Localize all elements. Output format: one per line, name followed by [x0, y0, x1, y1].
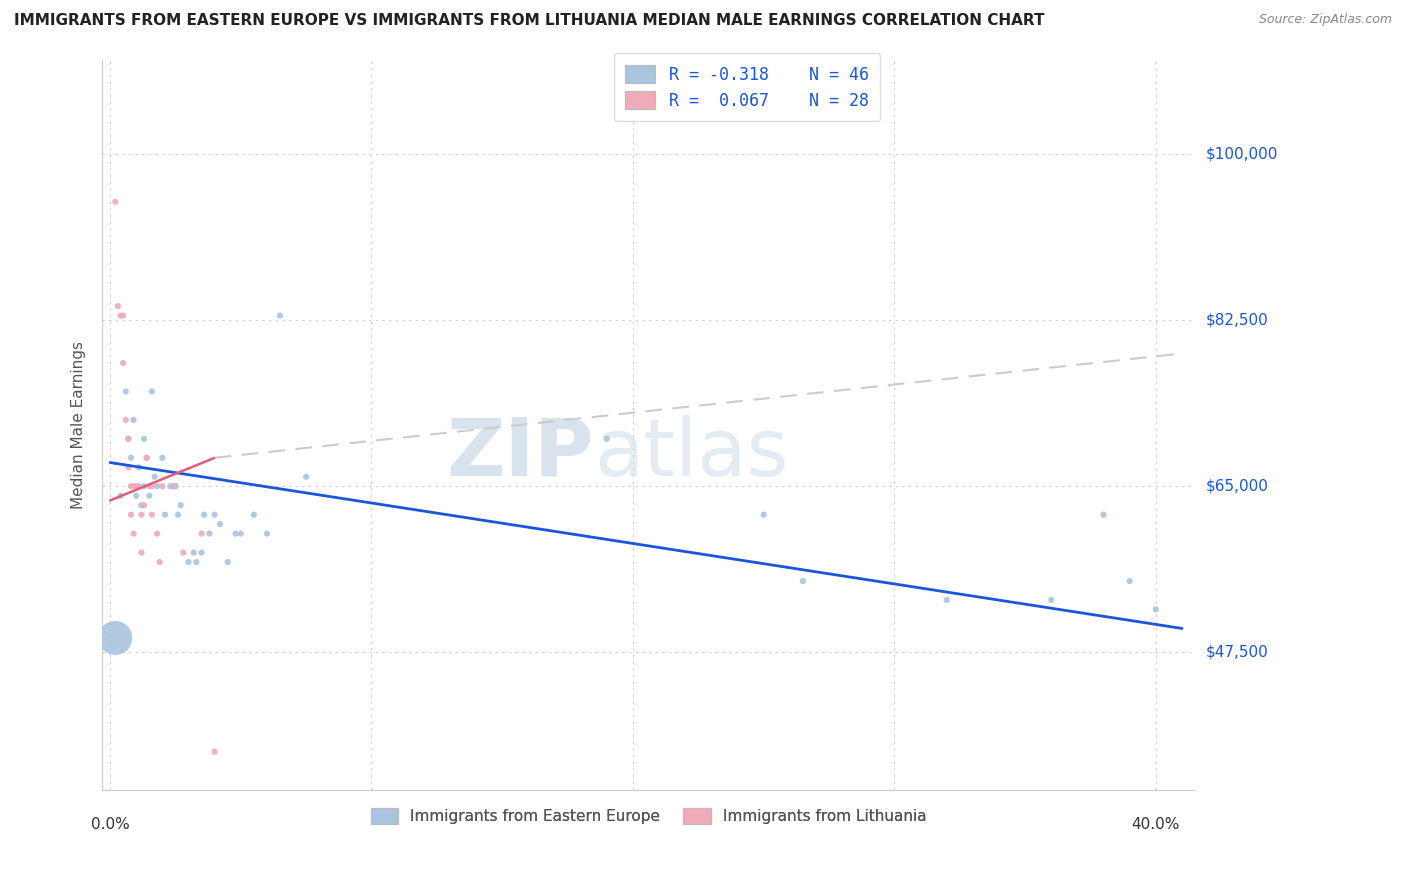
- Point: [117, 460, 139, 475]
- Point: [104, 631, 127, 645]
- Point: [117, 432, 139, 446]
- Text: ZIP: ZIP: [447, 415, 593, 492]
- Point: [132, 498, 155, 512]
- Point: [120, 450, 142, 465]
- Point: [596, 432, 619, 446]
- Point: [217, 555, 239, 569]
- Point: [229, 526, 252, 541]
- Point: [177, 555, 200, 569]
- Point: [128, 479, 150, 493]
- Point: [122, 479, 145, 493]
- Point: [243, 508, 266, 522]
- Point: [159, 479, 181, 493]
- Text: 40.0%: 40.0%: [1132, 817, 1180, 832]
- Point: [153, 508, 176, 522]
- Text: $100,000: $100,000: [1206, 147, 1278, 162]
- Point: [141, 384, 163, 399]
- Point: [1144, 602, 1167, 616]
- Point: [792, 574, 814, 588]
- Y-axis label: Median Male Earnings: Median Male Earnings: [72, 341, 86, 508]
- Point: [132, 432, 155, 446]
- Point: [128, 460, 150, 475]
- Point: [225, 526, 247, 541]
- Point: [198, 526, 221, 541]
- Point: [190, 546, 212, 560]
- Point: [269, 309, 291, 323]
- Point: [135, 450, 157, 465]
- Point: [107, 299, 129, 313]
- Point: [186, 555, 208, 569]
- Point: [146, 526, 169, 541]
- Point: [112, 309, 135, 323]
- Point: [190, 526, 212, 541]
- Text: 0.0%: 0.0%: [90, 817, 129, 832]
- Text: IMMIGRANTS FROM EASTERN EUROPE VS IMMIGRANTS FROM LITHUANIA MEDIAN MALE EARNINGS: IMMIGRANTS FROM EASTERN EUROPE VS IMMIGR…: [14, 13, 1045, 29]
- Point: [132, 479, 155, 493]
- Point: [120, 508, 142, 522]
- Point: [172, 546, 194, 560]
- Point: [165, 479, 187, 493]
- Point: [204, 508, 226, 522]
- Point: [138, 479, 160, 493]
- Text: atlas: atlas: [593, 415, 789, 492]
- Text: $82,500: $82,500: [1206, 313, 1268, 328]
- Point: [143, 469, 166, 483]
- Point: [149, 555, 172, 569]
- Point: [295, 469, 318, 483]
- Point: [125, 489, 148, 503]
- Point: [122, 413, 145, 427]
- Point: [141, 479, 163, 493]
- Point: [122, 526, 145, 541]
- Point: [1118, 574, 1140, 588]
- Point: [110, 309, 132, 323]
- Point: [114, 413, 136, 427]
- Text: $65,000: $65,000: [1206, 479, 1270, 494]
- Point: [169, 498, 191, 512]
- Point: [117, 432, 139, 446]
- Point: [131, 508, 153, 522]
- Point: [120, 479, 142, 493]
- Point: [110, 489, 132, 503]
- Point: [150, 479, 173, 493]
- Point: [204, 745, 226, 759]
- Point: [131, 498, 153, 512]
- Point: [165, 479, 187, 493]
- Point: [150, 450, 173, 465]
- Point: [256, 526, 278, 541]
- Point: [141, 508, 163, 522]
- Point: [193, 508, 215, 522]
- Point: [208, 517, 231, 532]
- Text: Source: ZipAtlas.com: Source: ZipAtlas.com: [1258, 13, 1392, 27]
- Point: [125, 479, 148, 493]
- Legend: Immigrants from Eastern Europe, Immigrants from Lithuania: Immigrants from Eastern Europe, Immigran…: [361, 798, 936, 833]
- Point: [114, 384, 136, 399]
- Point: [138, 489, 160, 503]
- Point: [183, 546, 205, 560]
- Point: [935, 593, 957, 607]
- Point: [135, 450, 157, 465]
- Point: [1040, 593, 1063, 607]
- Point: [167, 508, 190, 522]
- Point: [104, 194, 127, 209]
- Point: [131, 546, 153, 560]
- Point: [1092, 508, 1115, 522]
- Point: [146, 479, 169, 493]
- Point: [752, 508, 775, 522]
- Text: $47,500: $47,500: [1206, 645, 1268, 660]
- Point: [112, 356, 135, 370]
- Point: [162, 479, 184, 493]
